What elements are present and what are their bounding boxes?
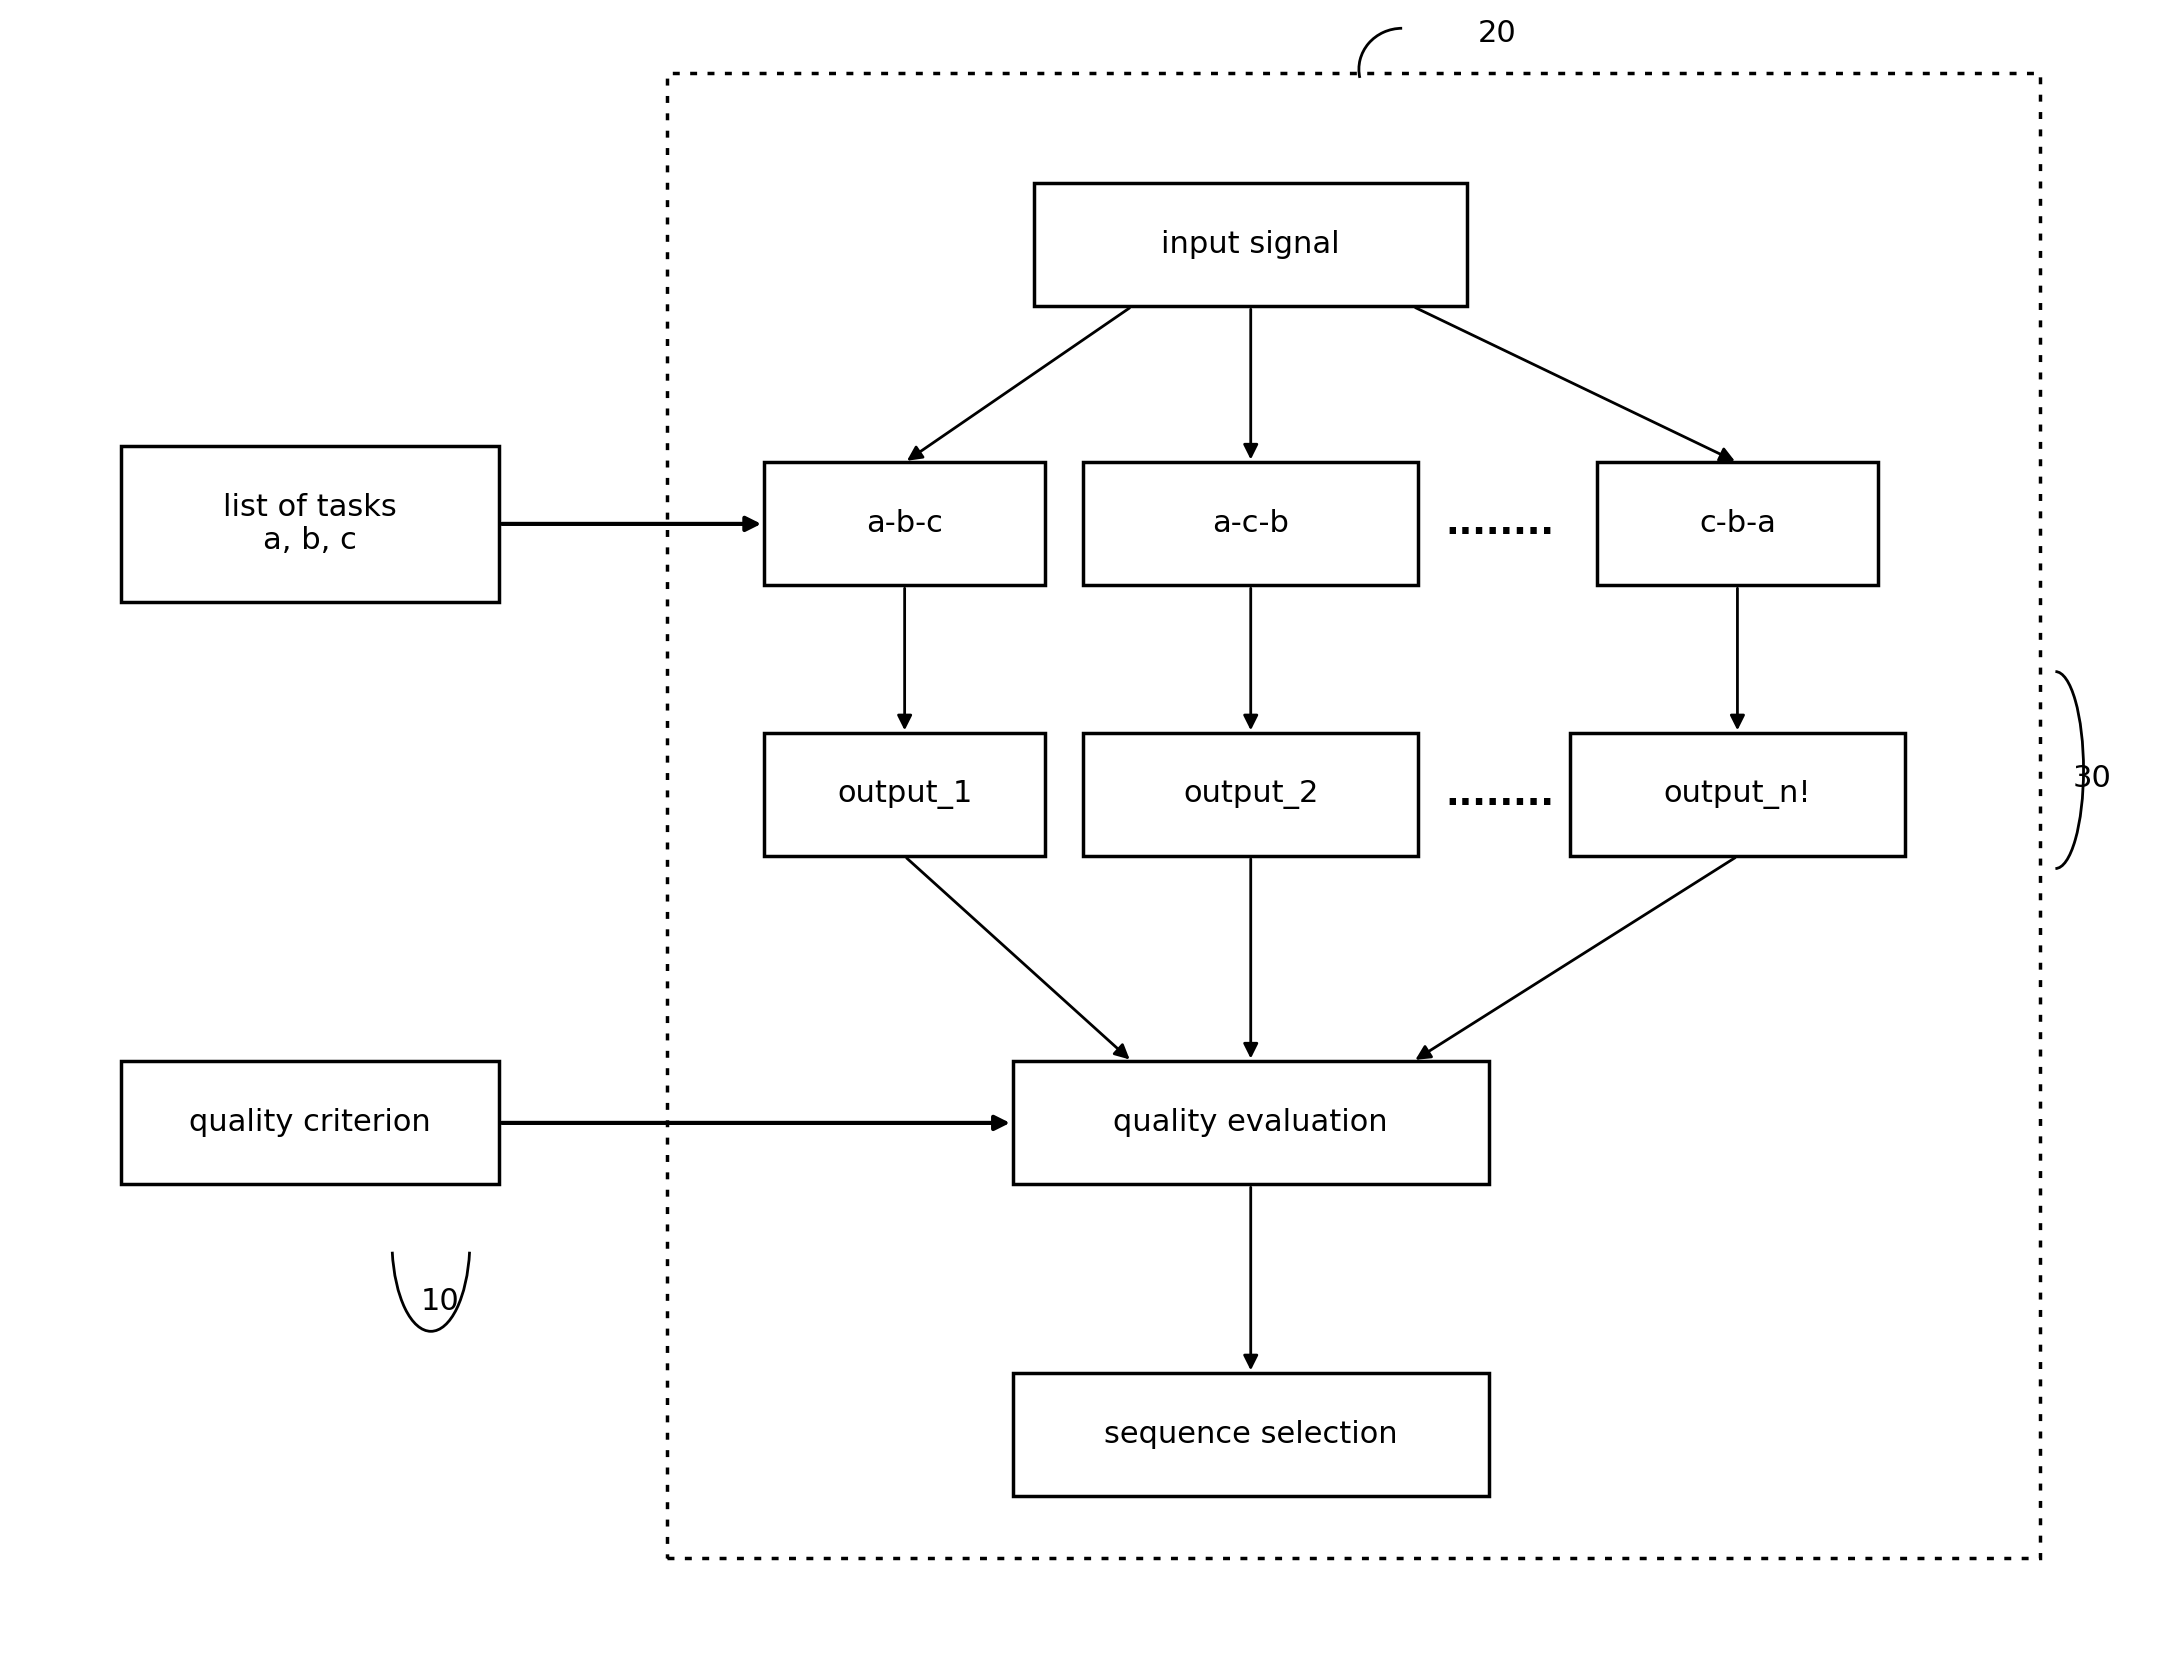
Bar	[1012, 1374, 1489, 1496]
Text: output_n!: output_n!	[1663, 780, 1811, 809]
Text: output_2: output_2	[1182, 780, 1319, 809]
Text: list of tasks
a, b, c: list of tasks a, b, c	[222, 493, 396, 554]
Bar	[1084, 733, 1419, 856]
Bar	[1570, 733, 1905, 856]
Bar	[120, 1061, 499, 1185]
Text: ........: ........	[1446, 506, 1554, 541]
Text: 10: 10	[420, 1288, 459, 1316]
Bar	[1034, 184, 1467, 306]
Text: quality criterion: quality criterion	[189, 1109, 431, 1137]
Text: sequence selection: sequence selection	[1104, 1420, 1398, 1450]
Text: a-c-b: a-c-b	[1213, 510, 1289, 538]
Bar	[120, 445, 499, 602]
Bar	[1012, 1061, 1489, 1185]
Bar	[1084, 462, 1419, 586]
Bar	[1598, 462, 1879, 586]
Bar	[764, 733, 1045, 856]
Text: output_1: output_1	[836, 780, 973, 809]
Text: ........: ........	[1446, 778, 1554, 811]
Text: quality evaluation: quality evaluation	[1112, 1109, 1389, 1137]
Text: 20: 20	[1478, 18, 1517, 48]
Bar	[764, 462, 1045, 586]
Text: input signal: input signal	[1160, 230, 1341, 260]
Text: a-b-c: a-b-c	[866, 510, 943, 538]
Bar	[666, 73, 2040, 1557]
Text: c-b-a: c-b-a	[1698, 510, 1776, 538]
Text: 30: 30	[2073, 763, 2112, 793]
